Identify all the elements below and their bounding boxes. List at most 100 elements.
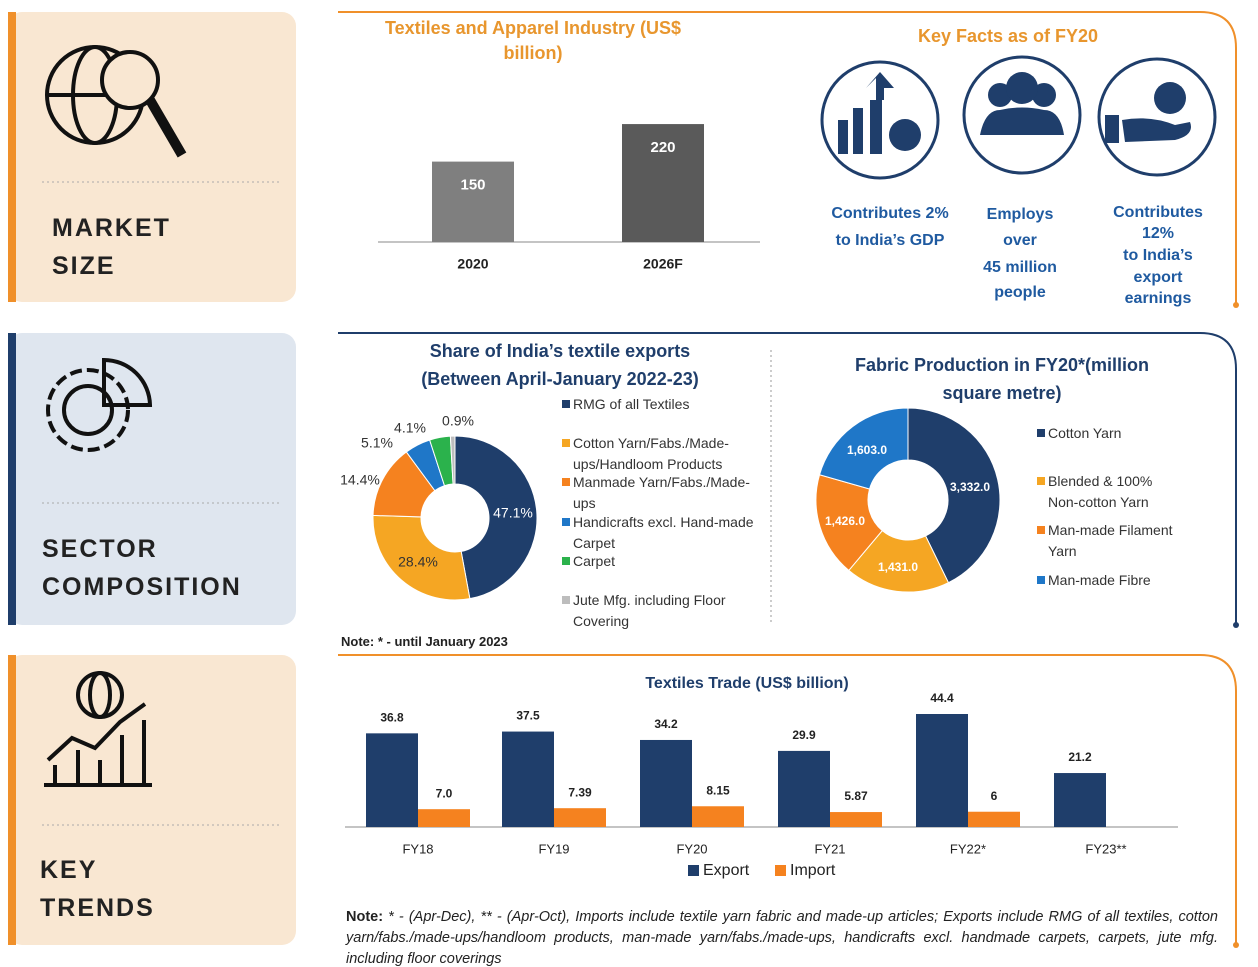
x-tick-label: FY23** — [1085, 841, 1126, 856]
legend-swatch — [1037, 526, 1045, 534]
note-label: Note: — [346, 909, 384, 925]
legend-entry: Cotton Yarn — [1037, 423, 1183, 444]
bar — [916, 714, 968, 827]
chart-title: Textiles Trade (US$ billion) — [645, 675, 848, 692]
bar — [502, 731, 554, 827]
fact-text: Contributes — [1113, 204, 1203, 221]
donut-slice — [848, 529, 950, 593]
bar — [622, 124, 704, 242]
frame-dot — [1233, 302, 1239, 308]
legend-entry: Carpet — [562, 551, 768, 572]
data-label: 4.1% — [394, 420, 426, 436]
panel-edge — [8, 12, 16, 302]
legend-entry: Manmade Yarn/Fabs./Made-ups — [562, 472, 768, 514]
legend-entry: RMG of all Textiles — [562, 394, 768, 415]
x-tick-label: FY21 — [814, 841, 845, 856]
icons — [44, 45, 187, 787]
bar — [432, 161, 514, 242]
legend-swatch — [562, 400, 570, 408]
bar — [554, 808, 606, 827]
data-label: 7.39 — [568, 785, 592, 799]
chart-title: Share of India’s textile exports — [429, 341, 691, 361]
panel — [8, 333, 296, 625]
legend-swatch — [1037, 429, 1045, 437]
note: Note: * - (Apr-Dec), ** - (Apr-Oct), Imp… — [346, 907, 1218, 967]
x-tick-label: 2020 — [457, 256, 488, 272]
fact-glyphs — [838, 72, 1191, 154]
fact-text: 45 million — [983, 259, 1057, 276]
fact-text: export — [1134, 269, 1184, 286]
donut-slice — [818, 407, 909, 490]
panel — [8, 12, 296, 302]
section-label: KEY — [40, 856, 98, 884]
facts-title: Key Facts as of FY20 — [918, 26, 1098, 46]
chart-title: Textiles and Apparel Industry (US$ billi… — [384, 18, 682, 63]
data-label: 29.9 — [792, 728, 816, 742]
legend-swatch — [1037, 477, 1045, 485]
legend-swatch — [562, 596, 570, 604]
data-label: 47.1% — [493, 505, 533, 521]
donut-slice — [907, 407, 1001, 584]
chart-title: Fabric Production in FY20*(million squar… — [854, 355, 1150, 403]
data-label: 3,332.0 — [950, 480, 990, 494]
x-tick-label: FY20 — [676, 841, 707, 856]
fact-text: people — [994, 284, 1046, 301]
data-label: 21.2 — [1068, 750, 1092, 764]
section-label: SIZE — [52, 252, 116, 280]
data-label: 5.1% — [361, 435, 393, 451]
fact-text: Contributes 2% — [831, 205, 948, 222]
panel-edge — [8, 333, 16, 625]
legend-swatch — [562, 439, 570, 447]
section-label: COMPOSITION — [42, 573, 242, 601]
section-label: TRENDS — [40, 894, 155, 922]
donut-slice — [815, 474, 883, 572]
data-label: 34.2 — [654, 717, 678, 731]
donut-slice — [449, 435, 456, 485]
x-tick-label: 2026F — [643, 256, 683, 272]
fact-text: to India’s — [1123, 247, 1193, 264]
fact-text: earnings — [1125, 290, 1192, 307]
fact-icons — [820, 55, 1217, 180]
bar — [778, 750, 830, 827]
data-label: 7.0 — [436, 786, 453, 800]
data-label: 28.4% — [398, 554, 438, 570]
x-tick-label: FY19 — [538, 841, 569, 856]
fact-text: 12% — [1142, 225, 1174, 242]
data-label: 1,426.0 — [825, 514, 865, 528]
section-label: SECTOR — [42, 535, 158, 563]
bar — [692, 806, 744, 827]
legend-entry: Man-made Fibre — [1037, 570, 1183, 591]
bar-label: 150 — [460, 177, 485, 194]
donut-slice — [454, 435, 538, 600]
frame-line — [338, 332, 1237, 625]
data-label: 6 — [991, 789, 998, 803]
legend-entry: Import — [790, 862, 836, 879]
frame-dot — [1233, 622, 1239, 628]
legend-swatch — [688, 865, 699, 876]
legend-entry: Cotton Yarn/Fabs./Made-ups/Handloom Prod… — [562, 433, 768, 475]
bar — [1054, 773, 1106, 827]
bar — [418, 809, 470, 827]
data-label: 1,431.0 — [878, 560, 918, 574]
bar — [366, 733, 418, 827]
bar — [968, 811, 1020, 827]
chart-subtitle: (Between April-January 2022-23) — [421, 369, 699, 389]
data-label: 36.8 — [380, 711, 404, 725]
legend-entry: Jute Mfg. including Floor Covering — [562, 590, 768, 632]
note: Note: * - until January 2023 — [341, 634, 508, 649]
donut-slice — [372, 514, 471, 601]
legend-swatch — [562, 478, 570, 486]
bar — [640, 739, 692, 827]
note-text: * - (Apr-Dec), ** - (Apr-Oct), Imports i… — [346, 909, 1218, 967]
legend-entry: Man-made Filament Yarn — [1037, 520, 1183, 562]
data-label: 8.15 — [706, 783, 730, 797]
panel-edge — [8, 655, 16, 945]
legend-swatch — [562, 518, 570, 526]
frame-line — [338, 11, 1237, 305]
bar — [830, 812, 882, 827]
section-label: MARKET — [52, 214, 171, 242]
bar-label: 220 — [650, 139, 675, 156]
legend-entry: Handicrafts excl. Hand-made Carpet — [562, 512, 768, 554]
